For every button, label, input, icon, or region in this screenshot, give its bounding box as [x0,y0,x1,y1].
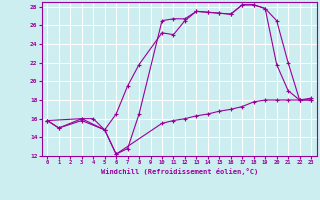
X-axis label: Windchill (Refroidissement éolien,°C): Windchill (Refroidissement éolien,°C) [100,168,258,175]
